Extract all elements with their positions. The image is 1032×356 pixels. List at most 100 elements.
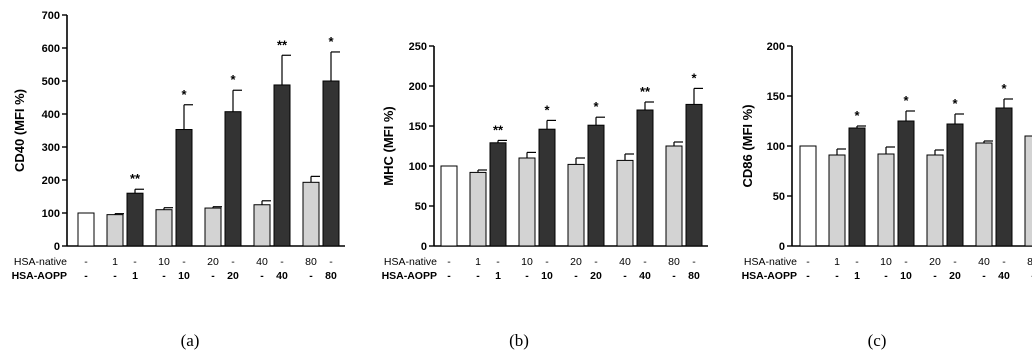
bar-aopp bbox=[685, 103, 703, 247]
native-concentration: 10 bbox=[880, 256, 892, 268]
aopp-concentration: - bbox=[672, 270, 676, 282]
bar-aopp bbox=[489, 142, 507, 247]
aopp-concentration: - bbox=[806, 270, 810, 282]
aopp-concentration: 80 bbox=[325, 270, 337, 282]
y-tick-label: 500 bbox=[42, 76, 60, 88]
panel-label: (a) bbox=[181, 331, 200, 350]
bar-aopp bbox=[175, 129, 193, 247]
aopp-concentration: 20 bbox=[590, 270, 602, 282]
bar-aopp bbox=[224, 111, 242, 247]
y-tick-label: 200 bbox=[767, 41, 785, 53]
aopp-concentration: 40 bbox=[998, 270, 1010, 282]
significance-marker: * bbox=[230, 72, 236, 87]
bar-native bbox=[518, 157, 536, 247]
aopp-concentration: 10 bbox=[900, 270, 912, 282]
aopp-concentration: - bbox=[835, 270, 839, 282]
row-label-native: HSA-native bbox=[744, 256, 797, 268]
bar-native bbox=[302, 181, 320, 247]
bar-aopp bbox=[848, 127, 866, 247]
y-tick-label: 150 bbox=[409, 121, 427, 133]
bar-native bbox=[204, 207, 222, 247]
bar-native bbox=[155, 209, 173, 247]
y-tick-label: 50 bbox=[773, 191, 785, 203]
row-label-aopp: HSA-AOPP bbox=[742, 270, 797, 282]
native-concentration: 20 bbox=[929, 256, 941, 268]
aopp-concentration: 10 bbox=[178, 270, 190, 282]
y-axis-title: MHC (MFI %) bbox=[381, 106, 396, 185]
native-concentration: - bbox=[231, 256, 235, 268]
significance-marker: ** bbox=[640, 84, 651, 99]
aopp-concentration: 40 bbox=[276, 270, 288, 282]
aopp-concentration: 80 bbox=[688, 270, 700, 282]
significance-marker: * bbox=[952, 96, 958, 111]
bar-native bbox=[828, 154, 846, 247]
panel-label: (c) bbox=[868, 331, 887, 350]
bar-native bbox=[106, 214, 124, 247]
bar-native bbox=[253, 204, 271, 247]
bar-aopp bbox=[322, 80, 340, 247]
bar-control bbox=[799, 145, 817, 247]
aopp-concentration: 10 bbox=[541, 270, 553, 282]
bar-aopp bbox=[897, 120, 915, 247]
aopp-concentration: - bbox=[113, 270, 117, 282]
bar-aopp bbox=[995, 107, 1013, 247]
y-tick-label: 700 bbox=[42, 10, 60, 22]
aopp-concentration: - bbox=[84, 270, 88, 282]
aopp-concentration: - bbox=[260, 270, 264, 282]
y-tick-label: 400 bbox=[42, 109, 60, 121]
native-concentration: - bbox=[545, 256, 549, 268]
native-concentration: - bbox=[953, 256, 957, 268]
row-label-native: HSA-native bbox=[14, 256, 67, 268]
significance-marker: * bbox=[328, 34, 334, 49]
y-tick-label: 600 bbox=[42, 43, 60, 55]
aopp-concentration: 20 bbox=[949, 270, 961, 282]
bar-native bbox=[1024, 135, 1032, 247]
bar-native bbox=[926, 154, 944, 247]
native-concentration: 10 bbox=[521, 256, 533, 268]
y-tick-label: 100 bbox=[42, 208, 60, 220]
native-concentration: 20 bbox=[570, 256, 582, 268]
native-concentration: 20 bbox=[207, 256, 219, 268]
aopp-concentration: - bbox=[525, 270, 529, 282]
native-concentration: - bbox=[133, 256, 137, 268]
y-tick-label: 200 bbox=[42, 175, 60, 187]
bar-native bbox=[877, 153, 895, 247]
aopp-concentration: - bbox=[574, 270, 578, 282]
significance-marker: * bbox=[181, 87, 187, 102]
native-concentration: - bbox=[329, 256, 333, 268]
row-label-aopp: HSA-AOPP bbox=[12, 270, 67, 282]
native-concentration: - bbox=[904, 256, 908, 268]
y-axis-title: CD86 (MFI %) bbox=[740, 104, 755, 187]
bar-aopp bbox=[636, 109, 654, 247]
native-concentration: - bbox=[496, 256, 500, 268]
native-concentration: 1 bbox=[834, 256, 840, 268]
panel-label: (b) bbox=[509, 331, 529, 350]
significance-marker: * bbox=[691, 70, 697, 85]
aopp-concentration: - bbox=[623, 270, 627, 282]
significance-marker: * bbox=[854, 108, 860, 123]
native-concentration: - bbox=[643, 256, 647, 268]
significance-marker: * bbox=[903, 93, 909, 108]
y-tick-label: 200 bbox=[409, 81, 427, 93]
aopp-concentration: - bbox=[447, 270, 451, 282]
native-concentration: 1 bbox=[475, 256, 481, 268]
aopp-concentration: - bbox=[211, 270, 215, 282]
y-tick-label: 0 bbox=[421, 241, 427, 253]
bar-aopp bbox=[946, 123, 964, 247]
bar-native bbox=[616, 159, 634, 247]
aopp-concentration: 1 bbox=[495, 270, 501, 282]
significance-marker: ** bbox=[493, 122, 504, 137]
aopp-concentration: - bbox=[982, 270, 986, 282]
y-axis-title: CD40 (MFI %) bbox=[12, 89, 27, 172]
native-concentration: - bbox=[182, 256, 186, 268]
bar-aopp bbox=[587, 124, 605, 247]
native-concentration: 40 bbox=[619, 256, 631, 268]
native-concentration: - bbox=[280, 256, 284, 268]
y-tick-label: 250 bbox=[409, 41, 427, 53]
native-concentration: 40 bbox=[256, 256, 268, 268]
bar-native bbox=[665, 145, 683, 247]
row-label-aopp: HSA-AOPP bbox=[382, 270, 437, 282]
significance-marker: ** bbox=[277, 37, 288, 52]
aopp-concentration: - bbox=[884, 270, 888, 282]
y-tick-label: 100 bbox=[767, 141, 785, 153]
